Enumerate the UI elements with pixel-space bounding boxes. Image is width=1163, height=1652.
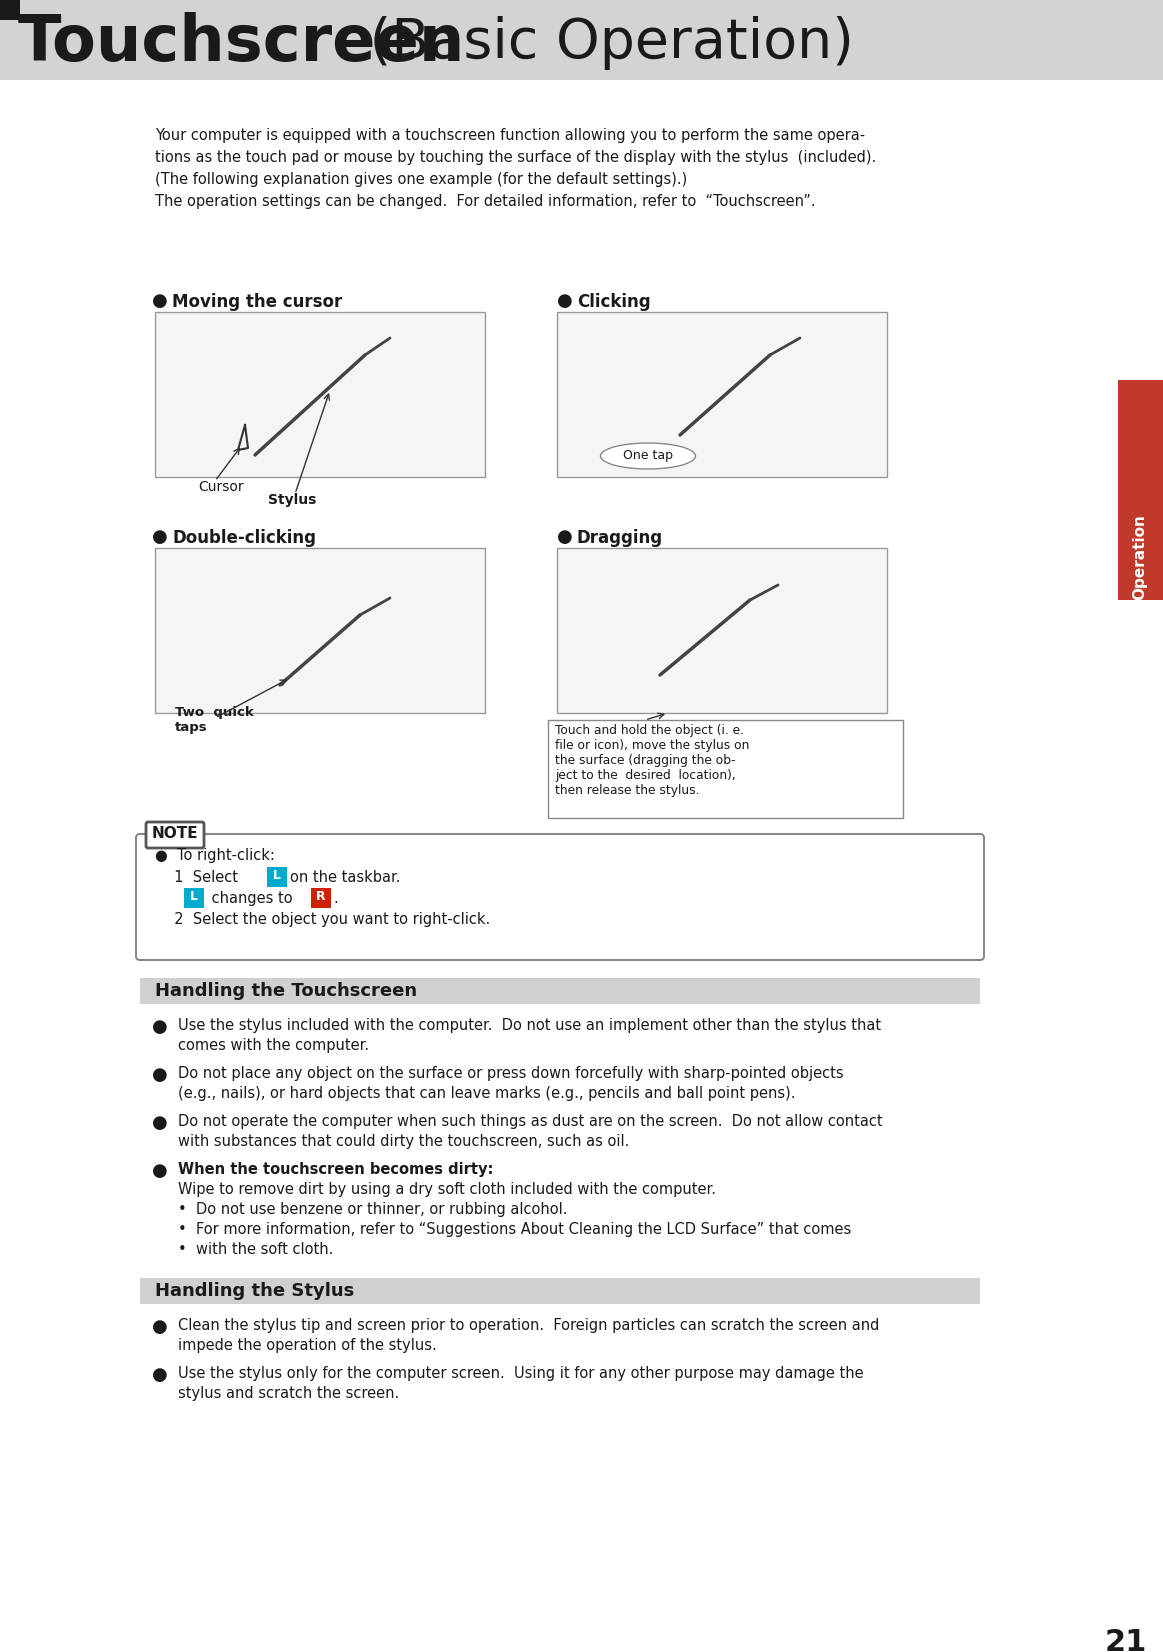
Text: L: L	[273, 869, 281, 882]
Text: changes to: changes to	[207, 890, 293, 905]
Text: ●: ●	[152, 1161, 167, 1180]
Text: Use the stylus only for the computer screen.  Using it for any other purpose may: Use the stylus only for the computer scr…	[178, 1366, 864, 1381]
Text: Dragging: Dragging	[577, 529, 663, 547]
Text: (The following explanation gives one example (for the default settings).): (The following explanation gives one exa…	[155, 172, 687, 187]
Text: Moving the cursor: Moving the cursor	[172, 292, 342, 311]
Text: ●: ●	[152, 1318, 167, 1336]
FancyBboxPatch shape	[0, 0, 1163, 79]
Text: 2  Select the object you want to right-click.: 2 Select the object you want to right-cl…	[165, 912, 491, 927]
Text: Your computer is equipped with a touchscreen function allowing you to perform th: Your computer is equipped with a touchsc…	[155, 127, 865, 144]
Text: Touchscreen: Touchscreen	[17, 12, 465, 74]
FancyBboxPatch shape	[1118, 380, 1163, 600]
Text: •  Do not use benzene or thinner, or rubbing alcohol.: • Do not use benzene or thinner, or rubb…	[178, 1203, 568, 1218]
Text: Operation: Operation	[1133, 514, 1148, 600]
Text: ●: ●	[152, 529, 167, 547]
Text: Clicking: Clicking	[577, 292, 650, 311]
Text: .: .	[333, 890, 337, 905]
Text: 21: 21	[1105, 1627, 1148, 1652]
Text: Handling the Stylus: Handling the Stylus	[155, 1282, 355, 1300]
FancyBboxPatch shape	[140, 1279, 980, 1303]
Text: stylus and scratch the screen.: stylus and scratch the screen.	[178, 1386, 399, 1401]
Text: impede the operation of the stylus.: impede the operation of the stylus.	[178, 1338, 437, 1353]
FancyBboxPatch shape	[136, 834, 984, 960]
Text: Do not place any object on the surface or press down forcefully with sharp-point: Do not place any object on the surface o…	[178, 1066, 843, 1080]
FancyBboxPatch shape	[0, 0, 20, 20]
FancyBboxPatch shape	[311, 889, 331, 909]
Text: 1  Select: 1 Select	[165, 871, 238, 885]
Text: ●  To right-click:: ● To right-click:	[155, 847, 274, 862]
FancyBboxPatch shape	[155, 548, 485, 714]
Text: Handling the Touchscreen: Handling the Touchscreen	[155, 981, 418, 999]
Text: Double-clicking: Double-clicking	[172, 529, 316, 547]
Text: Two  quick
taps: Two quick taps	[174, 705, 254, 733]
FancyBboxPatch shape	[184, 889, 204, 909]
Text: ●: ●	[557, 292, 572, 311]
Text: •  with the soft cloth.: • with the soft cloth.	[178, 1242, 334, 1257]
Text: (e.g., nails), or hard objects that can leave marks (e.g., pencils and ball poin: (e.g., nails), or hard objects that can …	[178, 1085, 795, 1100]
FancyBboxPatch shape	[557, 548, 887, 714]
Text: NOTE: NOTE	[151, 826, 199, 841]
Text: The operation settings can be changed.  For detailed information, refer to  “Tou: The operation settings can be changed. F…	[155, 193, 815, 210]
Text: ●: ●	[152, 292, 167, 311]
Text: Use the stylus included with the computer.  Do not use an implement other than t: Use the stylus included with the compute…	[178, 1018, 882, 1032]
FancyBboxPatch shape	[155, 312, 485, 477]
FancyBboxPatch shape	[147, 823, 204, 847]
Text: Do not operate the computer when such things as dust are on the screen.  Do not : Do not operate the computer when such th…	[178, 1113, 883, 1128]
Text: Cursor: Cursor	[198, 481, 243, 494]
Text: (Basic Operation): (Basic Operation)	[352, 17, 854, 69]
Text: Clean the stylus tip and screen prior to operation.  Foreign particles can scrat: Clean the stylus tip and screen prior to…	[178, 1318, 879, 1333]
Text: comes with the computer.: comes with the computer.	[178, 1037, 369, 1052]
FancyBboxPatch shape	[267, 867, 287, 887]
Text: Touch and hold the object (i. e.
file or icon), move the stylus on
the surface (: Touch and hold the object (i. e. file or…	[555, 724, 749, 796]
FancyBboxPatch shape	[548, 720, 902, 818]
Text: tions as the touch pad or mouse by touching the surface of the display with the : tions as the touch pad or mouse by touch…	[155, 150, 876, 165]
Text: ●: ●	[557, 529, 572, 547]
Text: One tap: One tap	[623, 449, 673, 463]
Text: R: R	[316, 890, 326, 904]
Ellipse shape	[600, 443, 695, 469]
Text: L: L	[190, 890, 198, 904]
Text: Stylus: Stylus	[267, 492, 316, 507]
Text: When the touchscreen becomes dirty:: When the touchscreen becomes dirty:	[178, 1161, 493, 1176]
FancyBboxPatch shape	[140, 978, 980, 1004]
Text: ●: ●	[152, 1366, 167, 1384]
Text: ●: ●	[152, 1113, 167, 1132]
Text: •  For more information, refer to “Suggestions About Cleaning the LCD Surface” t: • For more information, refer to “Sugges…	[178, 1222, 851, 1237]
Text: ●: ●	[152, 1018, 167, 1036]
Text: Wipe to remove dirt by using a dry soft cloth included with the computer.: Wipe to remove dirt by using a dry soft …	[178, 1181, 716, 1198]
FancyBboxPatch shape	[557, 312, 887, 477]
Text: with substances that could dirty the touchscreen, such as oil.: with substances that could dirty the tou…	[178, 1133, 629, 1150]
Text: on the taskbar.: on the taskbar.	[290, 871, 400, 885]
Text: ●: ●	[152, 1066, 167, 1084]
